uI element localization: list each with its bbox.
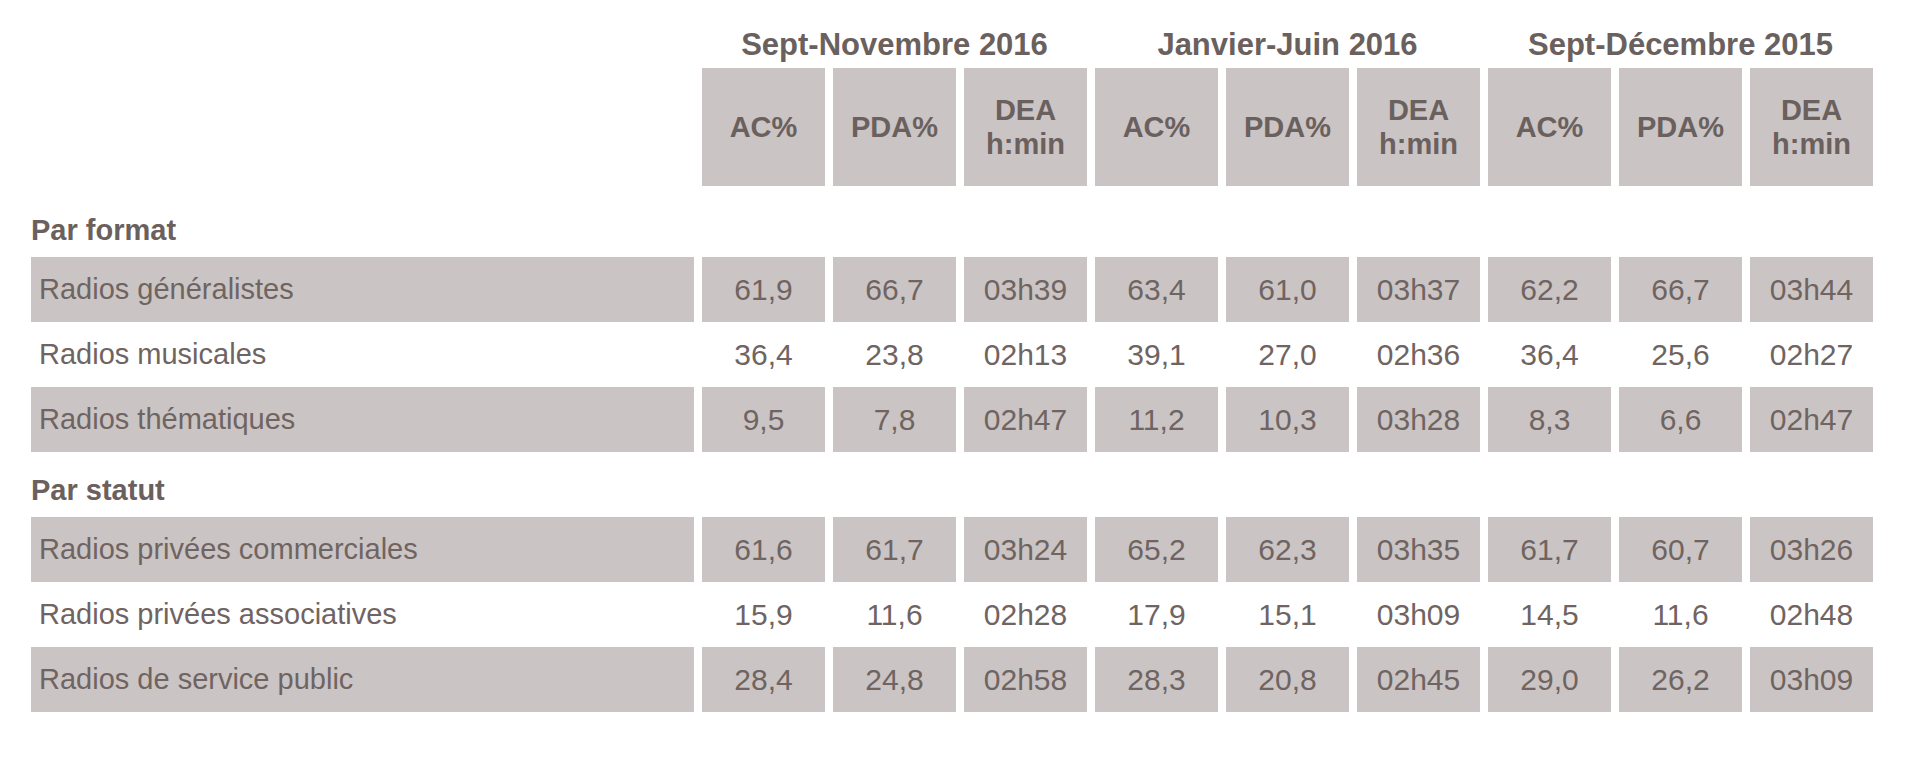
data-cell: 36,4 [1488,322,1611,387]
audience-table: Sept-Novembre 2016 Janvier-Juin 2016 Sep… [31,22,1873,712]
data-cell: 60,7 [1619,517,1742,582]
section-heading-par-statut: Par statut [31,452,1873,517]
data-cell: 02h47 [964,387,1087,452]
row-label-radios-privees-associatives: Radios privées associatives [31,582,694,647]
data-cell: 61,0 [1226,257,1349,322]
data-cell: 03h39 [964,257,1087,322]
spacer-cell [31,22,694,68]
data-cell: 03h28 [1357,387,1480,452]
data-cell: 66,7 [833,257,956,322]
column-header-dea: DEA h:min [1357,68,1480,186]
row-label-radios-musicales: Radios musicales [31,322,694,387]
column-header-dea: DEA h:min [964,68,1087,186]
data-cell: 03h35 [1357,517,1480,582]
column-header-ac: AC% [1095,68,1218,186]
data-cell: 02h48 [1750,582,1873,647]
data-cell: 02h27 [1750,322,1873,387]
row-label-radios-privees-commerciales: Radios privées commerciales [31,517,694,582]
data-cell: 03h09 [1357,582,1480,647]
data-cell: 28,3 [1095,647,1218,712]
column-header-pda: PDA% [1619,68,1742,186]
column-header-ac: AC% [702,68,825,186]
data-cell: 02h13 [964,322,1087,387]
data-cell: 02h28 [964,582,1087,647]
data-cell: 61,6 [702,517,825,582]
data-cell: 25,6 [1619,322,1742,387]
data-cell: 28,4 [702,647,825,712]
data-cell: 11,6 [1619,582,1742,647]
column-header-pda: PDA% [1226,68,1349,186]
data-cell: 20,8 [1226,647,1349,712]
data-cell: 02h45 [1357,647,1480,712]
row-label-radios-thematiques: Radios thématiques [31,387,694,452]
data-cell: 7,8 [833,387,956,452]
data-cell: 23,8 [833,322,956,387]
data-cell: 11,6 [833,582,956,647]
data-cell: 63,4 [1095,257,1218,322]
data-cell: 24,8 [833,647,956,712]
row-label-radios-generalistes: Radios généralistes [31,257,694,322]
data-cell: 61,7 [1488,517,1611,582]
data-cell: 65,2 [1095,517,1218,582]
data-cell: 14,5 [1488,582,1611,647]
data-cell: 66,7 [1619,257,1742,322]
section-heading-par-format: Par format [31,186,1873,257]
data-cell: 10,3 [1226,387,1349,452]
row-label-radios-de-service-public: Radios de service public [31,647,694,712]
data-cell: 8,3 [1488,387,1611,452]
data-cell: 03h24 [964,517,1087,582]
data-cell: 36,4 [702,322,825,387]
period-header-jan-juin-2016: Janvier-Juin 2016 [1095,22,1480,68]
data-cell: 03h44 [1750,257,1873,322]
data-cell: 17,9 [1095,582,1218,647]
data-cell: 6,6 [1619,387,1742,452]
column-header-ac: AC% [1488,68,1611,186]
data-cell: 03h09 [1750,647,1873,712]
data-cell: 03h37 [1357,257,1480,322]
data-cell: 02h36 [1357,322,1480,387]
data-cell: 02h58 [964,647,1087,712]
data-cell: 62,2 [1488,257,1611,322]
data-cell: 15,1 [1226,582,1349,647]
period-header-sept-nov-2016: Sept-Novembre 2016 [702,22,1087,68]
data-cell: 9,5 [702,387,825,452]
column-header-dea: DEA h:min [1750,68,1873,186]
column-header-pda: PDA% [833,68,956,186]
data-cell: 26,2 [1619,647,1742,712]
data-cell: 27,0 [1226,322,1349,387]
radio-audience-table-page: Sept-Novembre 2016 Janvier-Juin 2016 Sep… [0,0,1906,760]
spacer-cell [31,68,694,186]
data-cell: 15,9 [702,582,825,647]
data-cell: 61,9 [702,257,825,322]
period-header-sept-dec-2015: Sept-Décembre 2015 [1488,22,1873,68]
data-cell: 02h47 [1750,387,1873,452]
data-cell: 62,3 [1226,517,1349,582]
data-cell: 11,2 [1095,387,1218,452]
data-cell: 61,7 [833,517,956,582]
data-cell: 39,1 [1095,322,1218,387]
data-cell: 03h26 [1750,517,1873,582]
data-cell: 29,0 [1488,647,1611,712]
